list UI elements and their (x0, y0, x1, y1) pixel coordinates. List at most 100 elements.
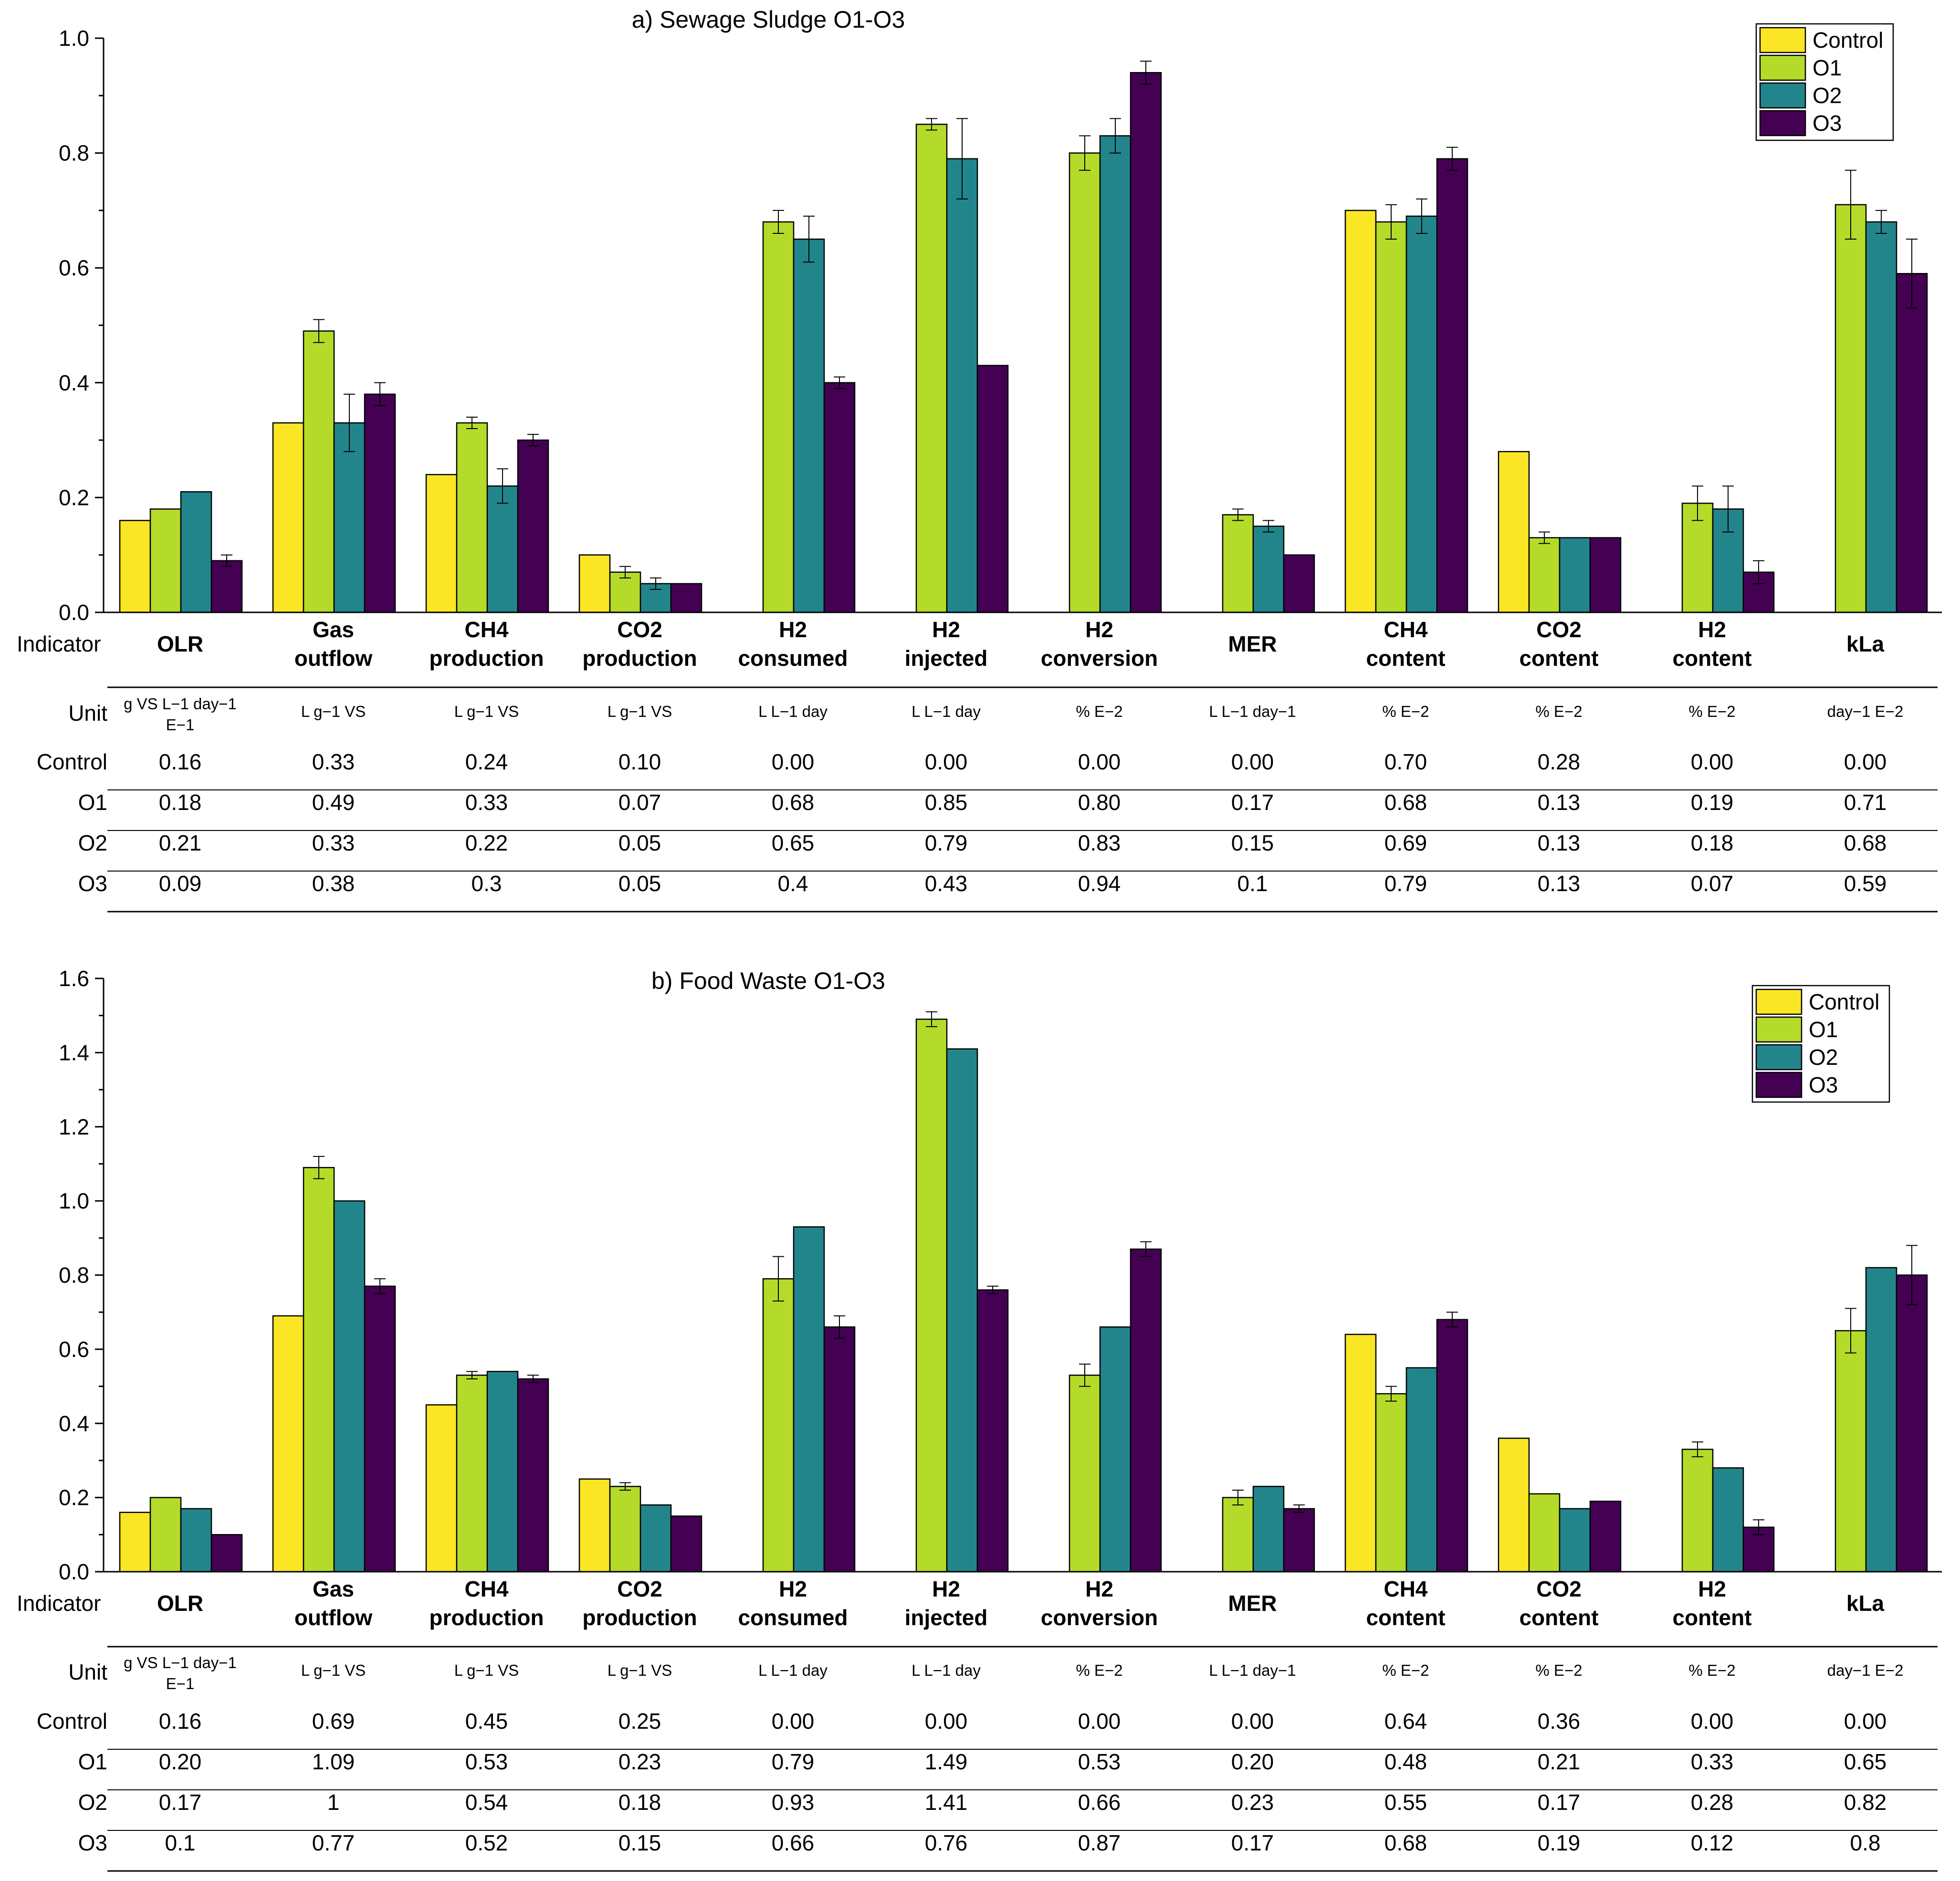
chart-title: b) Food Waste O1-O3 (651, 967, 885, 994)
unit-label: % E−2 (1688, 703, 1735, 720)
table-cell: 0.36 (1538, 1709, 1581, 1734)
bar-control (425, 474, 458, 613)
table-cell: 0.25 (618, 1709, 661, 1734)
bar-o1 (1222, 514, 1254, 613)
unit-label: E−1 (166, 716, 195, 734)
bar-o3 (1283, 1508, 1315, 1573)
category-label: H2 (779, 1576, 807, 1601)
bar-o3 (517, 1378, 549, 1573)
table-cell: 0.18 (1691, 830, 1734, 855)
bar-o3 (1130, 72, 1162, 613)
y-tick-label: 0.0 (59, 1559, 89, 1584)
table-cell: 0.18 (159, 790, 202, 815)
table-cell: 0.00 (772, 1709, 815, 1734)
category-label: CO2 (1536, 1576, 1582, 1601)
bar-o2 (793, 238, 825, 613)
category-label: content (1366, 646, 1445, 671)
table-cell: 0.82 (1844, 1790, 1887, 1815)
table-cell: 0.17 (1231, 1830, 1274, 1855)
bar-o2 (1252, 1486, 1285, 1573)
bar-o2 (333, 1200, 366, 1573)
bar-o1 (1681, 1449, 1714, 1573)
category-label: CH4 (464, 617, 508, 642)
unit-label: g VS L−1 day−1 (124, 695, 237, 713)
unit-label: % E−2 (1535, 703, 1582, 720)
category-label: CH4 (1384, 617, 1427, 642)
bar-o1 (1834, 1330, 1867, 1573)
legend-label-o3: O3 (1813, 111, 1842, 136)
table-cell: 0.69 (312, 1709, 355, 1734)
table-cell: 0.79 (925, 830, 968, 855)
table-cell: 0.83 (1078, 830, 1121, 855)
bar-o3 (1896, 1274, 1928, 1573)
row-label-o3: O3 (78, 871, 107, 896)
bar-o1 (609, 1486, 641, 1573)
category-label: CH4 (464, 1576, 508, 1601)
unit-label: L L−1 day (758, 1661, 828, 1679)
bar-control (272, 422, 304, 613)
bar-control (578, 1478, 611, 1573)
bar-o2 (1099, 135, 1132, 613)
table-cell: 0.16 (159, 1709, 202, 1734)
table-cell: 0.65 (772, 830, 815, 855)
bar-o2 (1559, 537, 1591, 613)
bar-control (272, 1315, 304, 1573)
table-cell: 1.09 (312, 1749, 355, 1774)
unit-label: day−1 E−2 (1827, 703, 1904, 720)
bar-o2 (1099, 1326, 1132, 1573)
table-cell: 0.59 (1844, 871, 1887, 896)
unit-label: % E−2 (1076, 703, 1122, 720)
y-tick-label: 0.8 (59, 1263, 89, 1288)
category-label: CO2 (617, 617, 662, 642)
unit-label: day−1 E−2 (1827, 1661, 1904, 1679)
bar-control (1498, 451, 1530, 613)
table-cell: 0.68 (1844, 830, 1887, 855)
category-label: production (582, 1605, 697, 1630)
category-label: CO2 (1536, 617, 1582, 642)
table-cell: 0.65 (1844, 1749, 1887, 1774)
bar-o2 (946, 1048, 978, 1573)
bar-o3 (1896, 273, 1928, 613)
table-cell: 0.85 (925, 790, 968, 815)
table-cell: 0.93 (772, 1790, 815, 1815)
bar-o2 (486, 485, 519, 613)
category-label: conversion (1041, 646, 1158, 671)
unit-label: L L−1 day−1 (1209, 1661, 1296, 1679)
table-cell: 0.79 (772, 1749, 815, 1774)
table-cell: 0.20 (159, 1749, 202, 1774)
y-tick-label: 0.2 (59, 485, 89, 510)
bar-o3 (976, 365, 1009, 613)
table-cell: 0.48 (1384, 1749, 1427, 1774)
legend-label-o1: O1 (1813, 55, 1842, 80)
category-label: CO2 (617, 1576, 662, 1601)
bar-o1 (1069, 1375, 1101, 1573)
category-label: MER (1228, 631, 1277, 656)
category-label: MER (1228, 1591, 1277, 1616)
table-cell: 0.17 (159, 1790, 202, 1815)
category-label: consumed (738, 646, 848, 671)
category-label: content (1366, 1605, 1445, 1630)
table-cell: 0.33 (312, 830, 355, 855)
bar-o3 (517, 439, 549, 613)
category-label: content (1519, 1605, 1598, 1630)
table-cell: 0.3 (472, 871, 502, 896)
unit-label: L g−1 VS (301, 1661, 366, 1679)
legend-swatch-o1 (1755, 1016, 1803, 1043)
bar-o2 (793, 1226, 825, 1573)
table-cell: 0.16 (159, 749, 202, 774)
chart-title: a) Sewage Sludge O1-O3 (632, 6, 905, 33)
unit-label: L g−1 VS (454, 1661, 519, 1679)
table-cell: 0.8 (1850, 1830, 1881, 1855)
unit-label: L g−1 VS (301, 703, 366, 720)
table-cell: 0.15 (1231, 830, 1274, 855)
category-label: consumed (738, 1605, 848, 1630)
legend-label-o3: O3 (1809, 1072, 1838, 1097)
category-label: H2 (932, 1576, 960, 1601)
table-cell: 0.68 (772, 790, 815, 815)
bar-o3 (210, 1534, 243, 1573)
table-cell: 0.43 (925, 871, 968, 896)
y-tick-label: 1.0 (59, 26, 89, 51)
unit-label: L g−1 VS (608, 1661, 672, 1679)
